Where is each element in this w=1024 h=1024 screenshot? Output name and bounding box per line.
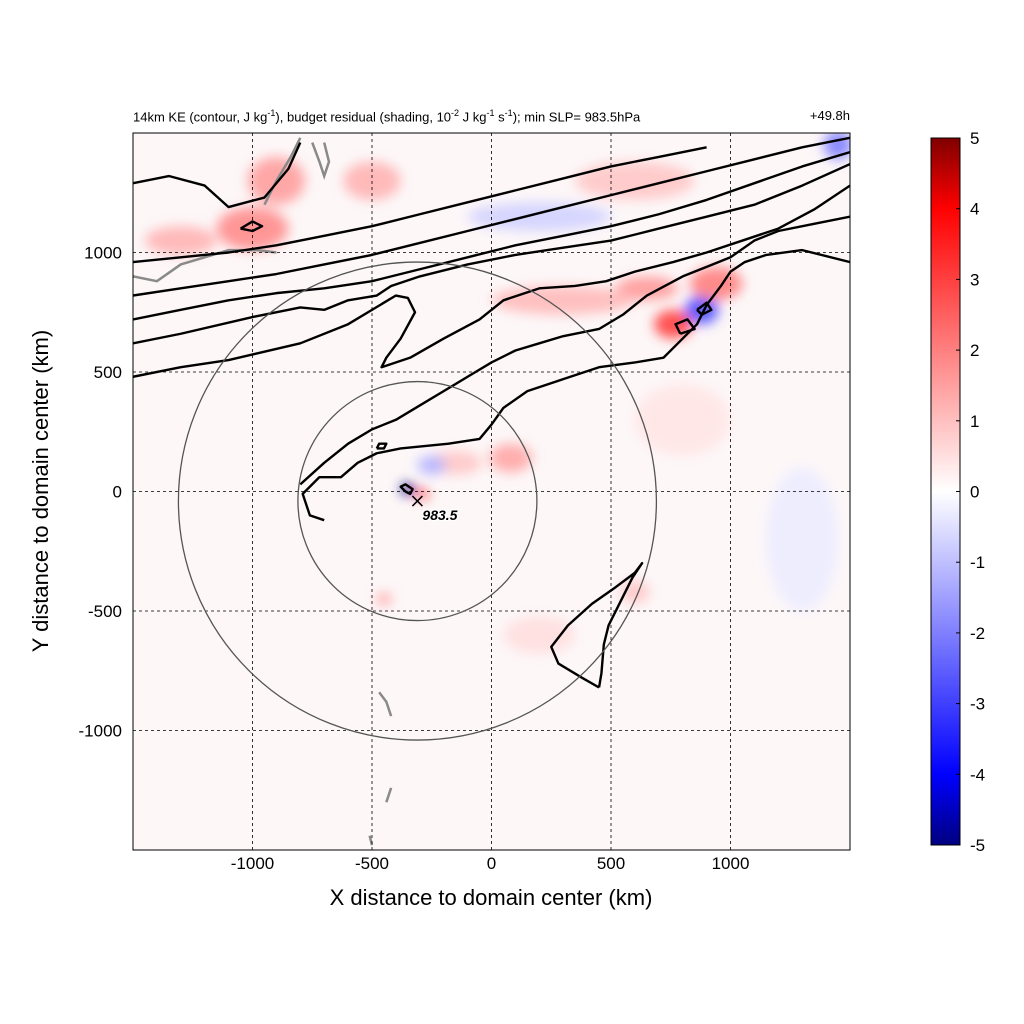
ke-contour [696,301,713,316]
colorbar-tick-label: 2 [970,341,979,360]
shading-blob [376,593,392,606]
coastline [385,787,393,803]
y-tick-label: 500 [94,363,122,382]
shading-blob [575,161,695,200]
y-axis-label: Y distance to domain center (km) [28,330,53,652]
ke-contour [550,562,644,689]
colorbar-tick-label: -4 [970,765,985,784]
forecast-time-label: +49.8h [809,108,850,123]
x-tick-label: -500 [355,854,389,873]
coastline [311,142,331,180]
plot-area: 983.5 [133,133,850,850]
ke-contour [299,215,850,486]
colorbar-tick-label: -3 [970,695,985,714]
ke-contour [133,150,850,321]
coastline [378,691,393,717]
coastline [133,248,277,283]
colorbar-bar [930,137,961,846]
y-tick-label: -1000 [79,722,122,741]
ke-contour [133,142,302,209]
coastline [263,137,302,206]
y-tick-label: -500 [88,602,122,621]
colorbar-tick-label: 3 [970,270,979,289]
ke-contour [375,442,388,450]
shading-blob [416,489,429,499]
plot-frame [132,132,851,851]
storm-center-marker [411,495,423,507]
shading-blob [467,202,611,231]
shading-blob [685,295,719,325]
ke-contour [301,248,850,522]
ke-contour [239,220,264,233]
x-tick-label: 500 [597,854,625,873]
colorbar-tick-label: 4 [970,200,979,219]
shading-blob [491,285,635,315]
shading-blob [216,207,289,251]
range-circle [297,380,538,622]
coastlines [133,137,393,846]
ke-contour [133,162,850,345]
shading-blob [615,276,678,301]
x-axis-label: X distance to domain center (km) [330,885,653,910]
shading-blob [503,615,576,655]
y-tick-label: 0 [113,483,122,502]
y-tick-label: 1000 [84,244,122,263]
shading-blob [654,309,693,339]
x-tick-label: 1000 [712,854,750,873]
ke-contours [133,136,850,689]
ke-contour [133,146,707,264]
ke-contour [133,184,850,378]
axes: -1000 -500 0 500 1000 -1000 -500 0 500 1000 [79,132,851,873]
shading-blob [144,226,217,255]
colorbar-tick-label: -2 [970,624,985,643]
residual-shading [144,133,850,655]
ke-contour [674,318,696,335]
range-circle [177,261,658,741]
ke-contour [399,483,414,496]
shading-blob [343,161,401,200]
colorbar-tick-label: 1 [970,412,979,431]
colorbar-tick-label: 5 [970,129,979,148]
x-tick-label: -1000 [231,854,274,873]
colorbar-tick-label: 0 [970,483,979,502]
shading-blob [634,383,731,456]
x-tick-label: 0 [487,854,496,873]
min-slp-label: 983.5 [422,507,457,523]
shading-blob [689,266,743,301]
colorbar-tick-label: -5 [970,836,985,855]
chart-title: 14km KE (contour, J kg-1), budget residu… [133,108,641,125]
colorbar: 5 4 3 2 1 0 -1 -2 -3 -4 -5 [930,129,985,855]
shading-blob [489,443,533,473]
shading-blob [766,467,839,611]
plot-clip-group: 983.5 [133,133,850,850]
shading-blob [417,455,447,475]
ke-contour [133,136,850,297]
colorbar-tick-label: -1 [970,553,985,572]
